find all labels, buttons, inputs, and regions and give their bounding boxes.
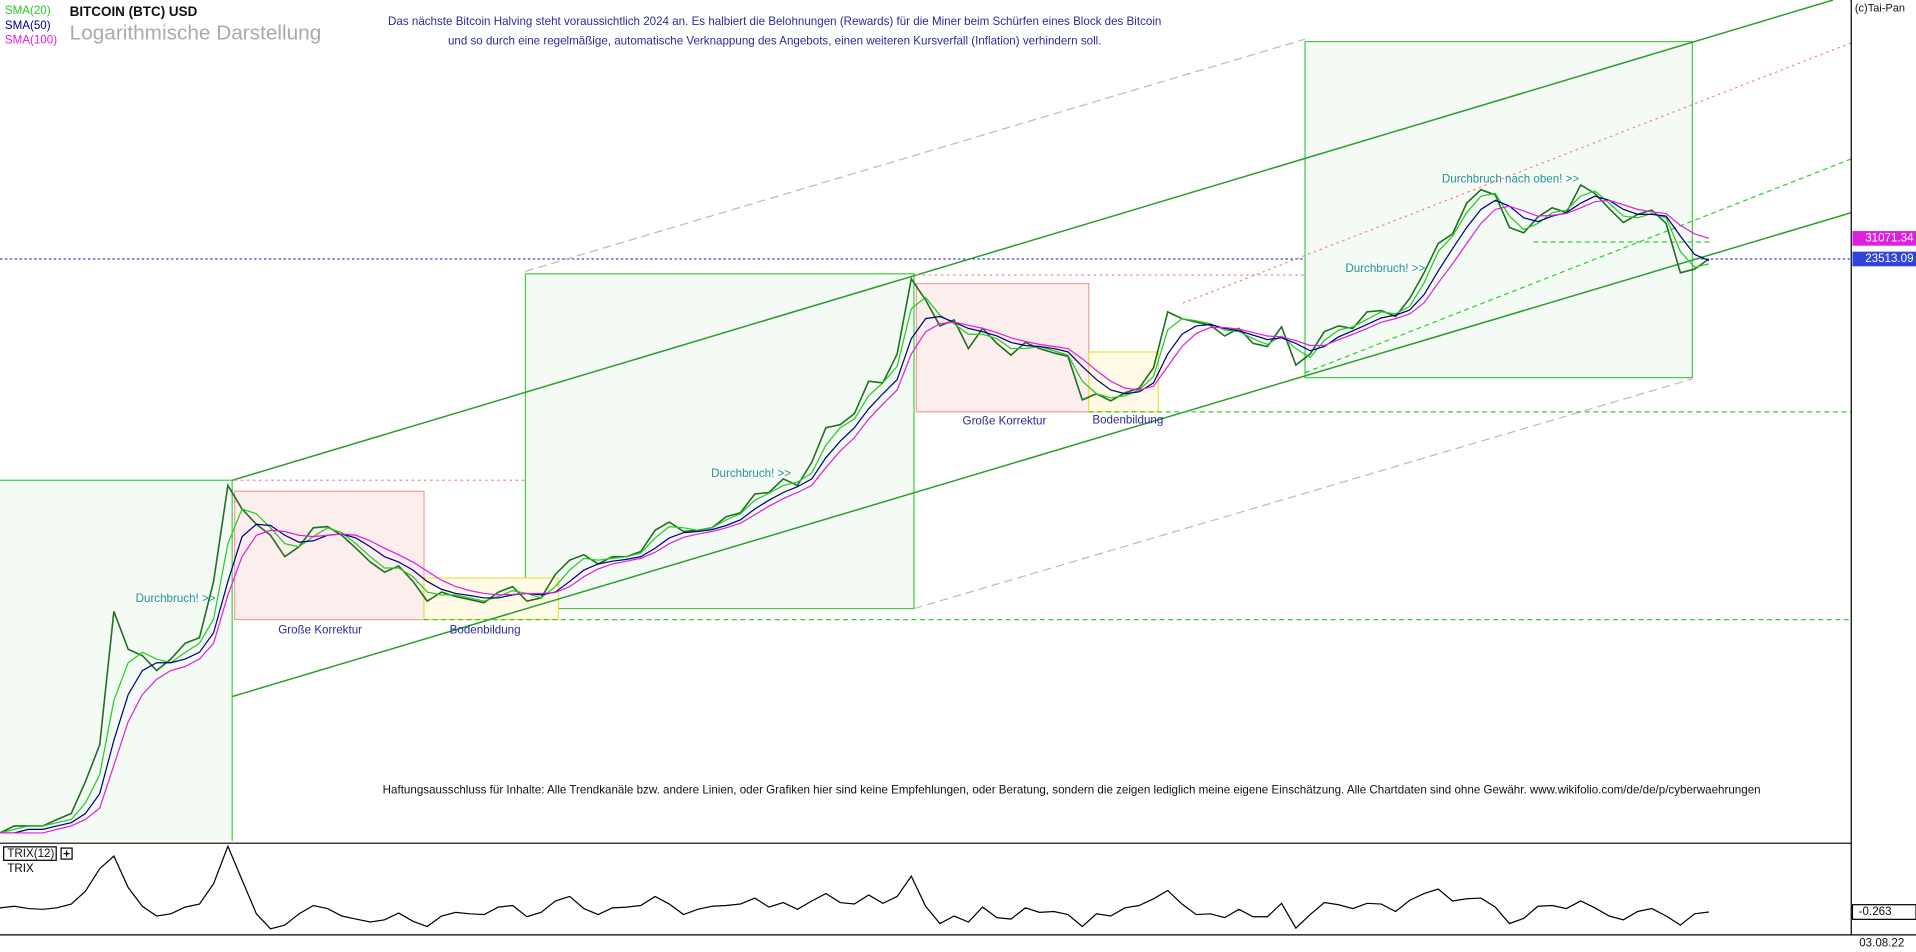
current-date: 03.08.22 <box>1859 936 1904 949</box>
channel-upper <box>231 0 1834 481</box>
price-line <box>0 183 1710 834</box>
disclaimer: Haftungsausschluss für Inhalte: Alle Tre… <box>383 784 1761 797</box>
annotation: Große Korrektur <box>963 415 1047 428</box>
value-box-label: 23513.09 <box>1865 252 1913 265</box>
chart-title: BITCOIN (BTC) USD <box>70 4 198 19</box>
trend-shapes <box>0 0 1852 841</box>
annotation: Bodenbildung <box>1092 413 1163 426</box>
legend-entry: SMA(20) <box>5 4 51 17</box>
zone <box>1304 40 1693 379</box>
annotation: Durchbruch nach oben! >> <box>1442 173 1580 186</box>
value-box <box>1852 231 1916 246</box>
copyright: (c)Tai-Pan <box>1855 3 1905 15</box>
add-icon <box>63 850 70 857</box>
legend-entry: SMA(100) <box>5 33 57 46</box>
annotation: Durchbruch! >> <box>136 592 216 605</box>
dashed-trend <box>913 378 1693 610</box>
zone <box>0 480 233 841</box>
channel-lower <box>231 211 1852 698</box>
note: und so durch eine regelmäßige, automatis… <box>448 35 1102 48</box>
chart-subtitle: Logarithmische Darstellung <box>70 22 322 45</box>
dashed-trend <box>1304 158 1852 374</box>
annotation: Durchbruch! >> <box>1345 262 1425 275</box>
legend-entry: SMA(50) <box>5 19 51 32</box>
series-line <box>0 190 1710 834</box>
annotation: Bodenbildung <box>450 624 521 637</box>
annotation: Große Korrektur <box>278 624 362 637</box>
correction-zone <box>234 490 425 621</box>
labels: BITCOIN (BTC) USD Logarithmische Darstel… <box>3 3 1916 949</box>
value-box <box>1851 904 1916 920</box>
dashed-trend <box>525 38 1306 272</box>
value-box-label: 31071.34 <box>1865 231 1914 244</box>
series-line <box>0 844 1709 930</box>
value-box <box>1852 251 1916 267</box>
indicator-box <box>3 846 57 861</box>
note: Das nächste Bitcoin Halving steht voraus… <box>388 15 1161 28</box>
series-line <box>0 199 1710 834</box>
annotation: Durchbruch! >> <box>711 467 791 480</box>
indicator-title: TRIX(12) <box>7 847 54 860</box>
zone <box>524 273 915 610</box>
series-line <box>0 195 1710 834</box>
value-box-label: -0.263 <box>1859 905 1892 918</box>
series-layer <box>0 183 1710 930</box>
legend-entry: TRIX <box>7 862 34 875</box>
